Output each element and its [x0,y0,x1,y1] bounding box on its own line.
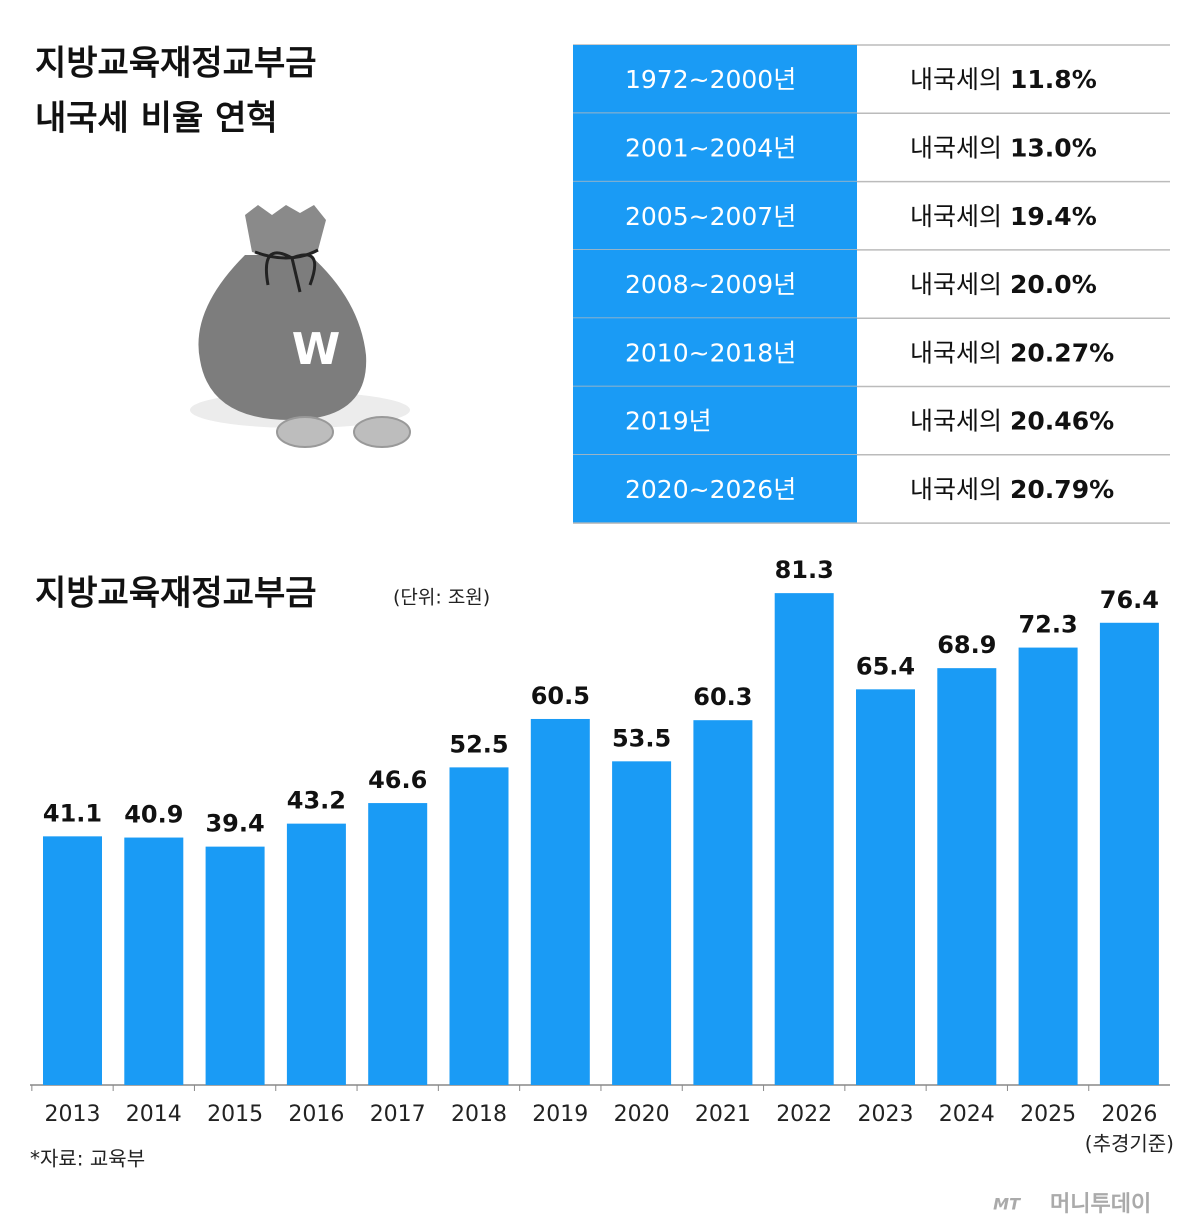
bar [774,593,834,1085]
x-tick-label: 2014 [126,1102,182,1127]
period: 2020~2026년 [625,475,796,504]
period-cell [573,318,857,387]
bar [449,767,509,1085]
x-tick-label: 2018 [451,1102,507,1127]
bar [1018,647,1078,1085]
value-label: 81.3 [775,556,834,584]
source: *자료: 교육부 [30,1147,145,1171]
x-note: (추경기준) [1085,1132,1174,1156]
bar [612,761,672,1085]
period: 2005~2007년 [625,202,796,231]
value-label: 72.3 [1018,611,1077,639]
logo-name: 머니투데이 [1050,1192,1151,1217]
ratio-prefix: 내국세의 [910,338,1002,367]
x-tick-label: 2022 [776,1102,832,1127]
x-tick-label: 2016 [288,1102,344,1127]
value-label: 60.5 [531,682,590,710]
period: 2019년 [625,407,712,436]
period-cell [573,45,857,114]
period: 2001~2004년 [625,133,796,162]
period: 1972~2000년 [625,65,796,94]
ratio: 내국세의 13.0% [910,133,1097,162]
ratio-value: 11.8% [1010,65,1097,94]
x-tick-label: 2015 [207,1102,263,1127]
bar [368,803,428,1085]
x-tick-label: 2013 [45,1102,101,1127]
value-label: 43.2 [287,787,346,815]
x-tick-label: 2024 [939,1102,995,1127]
value-label: 39.4 [205,810,264,838]
chart-title: 지방교육재정교부금 [35,574,317,614]
period-cell [573,454,857,524]
x-tick-label: 2025 [1020,1102,1076,1127]
period-cell [573,249,857,319]
logo-mark: MT [993,1195,1021,1214]
ratio-prefix: 내국세의 [910,202,1002,231]
ratio-value: 20.46% [1010,407,1114,436]
svg-text:W: W [292,324,341,375]
x-tick-label: 2019 [532,1102,588,1127]
bar [124,837,184,1085]
x-tick-label: 2023 [858,1102,914,1127]
bar [205,846,265,1085]
period: 2008~2009년 [625,270,796,299]
ratio-value: 20.79% [1010,475,1114,504]
title-line: 지방교육재정교부금 [35,44,317,84]
x-tick-label: 2021 [695,1102,751,1127]
ratio-prefix: 내국세의 [910,65,1002,94]
value-label: 46.6 [368,766,427,794]
ratio: 내국세의 20.27% [910,338,1114,367]
ratio-prefix: 내국세의 [910,270,1002,299]
ratio-prefix: 내국세의 [910,407,1002,436]
ratio: 내국세의 20.46% [910,407,1114,436]
money-bag-icon: W [190,205,411,448]
ratio-table: 1972~2000년 내국세의 11.8%2001~2004년 내국세의 13.0%20… [573,44,1170,524]
ratio-value: 20.0% [1010,270,1097,299]
value-label: 65.4 [856,652,915,680]
period-cell [573,181,857,250]
ratio-prefix: 내국세의 [910,133,1002,162]
period-cell [573,386,857,455]
ratio: 내국세의 20.79% [910,475,1114,504]
bar [693,720,753,1085]
value-label: 40.9 [124,801,183,829]
ratio-value: 20.27% [1010,338,1114,367]
x-tick-label: 2026 [1101,1102,1157,1127]
bar [1099,622,1159,1085]
bar [856,689,915,1085]
bar [530,718,590,1085]
value-label: 41.1 [43,799,102,827]
unit-label: (단위: 조원) [393,587,490,609]
bars: 41.1 2013 40.9 2014 39.4 2015 43.2 2016 46.6 2017… [31,556,1174,1156]
x-tick-label: 2017 [370,1102,426,1127]
bar [937,668,997,1085]
ratio: 내국세의 11.8% [910,65,1097,94]
ratio-value: 19.4% [1010,202,1097,231]
bar [43,836,102,1085]
x-tick-label: 2020 [614,1102,670,1127]
value-label: 76.4 [1100,586,1159,614]
ratio-prefix: 내국세의 [910,475,1002,504]
value-label: 60.3 [693,683,752,711]
title-line: 내국세 비율 연혁 [35,99,278,139]
period-cell [573,113,857,182]
ratio-value: 13.0% [1010,133,1097,162]
ratio: 내국세의 20.0% [910,270,1097,299]
value-label: 52.5 [449,730,508,758]
bar [286,823,346,1085]
ratio: 내국세의 19.4% [910,202,1097,231]
period: 2010~2018년 [625,338,796,367]
value-label: 53.5 [612,724,671,752]
value-label: 68.9 [937,631,996,659]
